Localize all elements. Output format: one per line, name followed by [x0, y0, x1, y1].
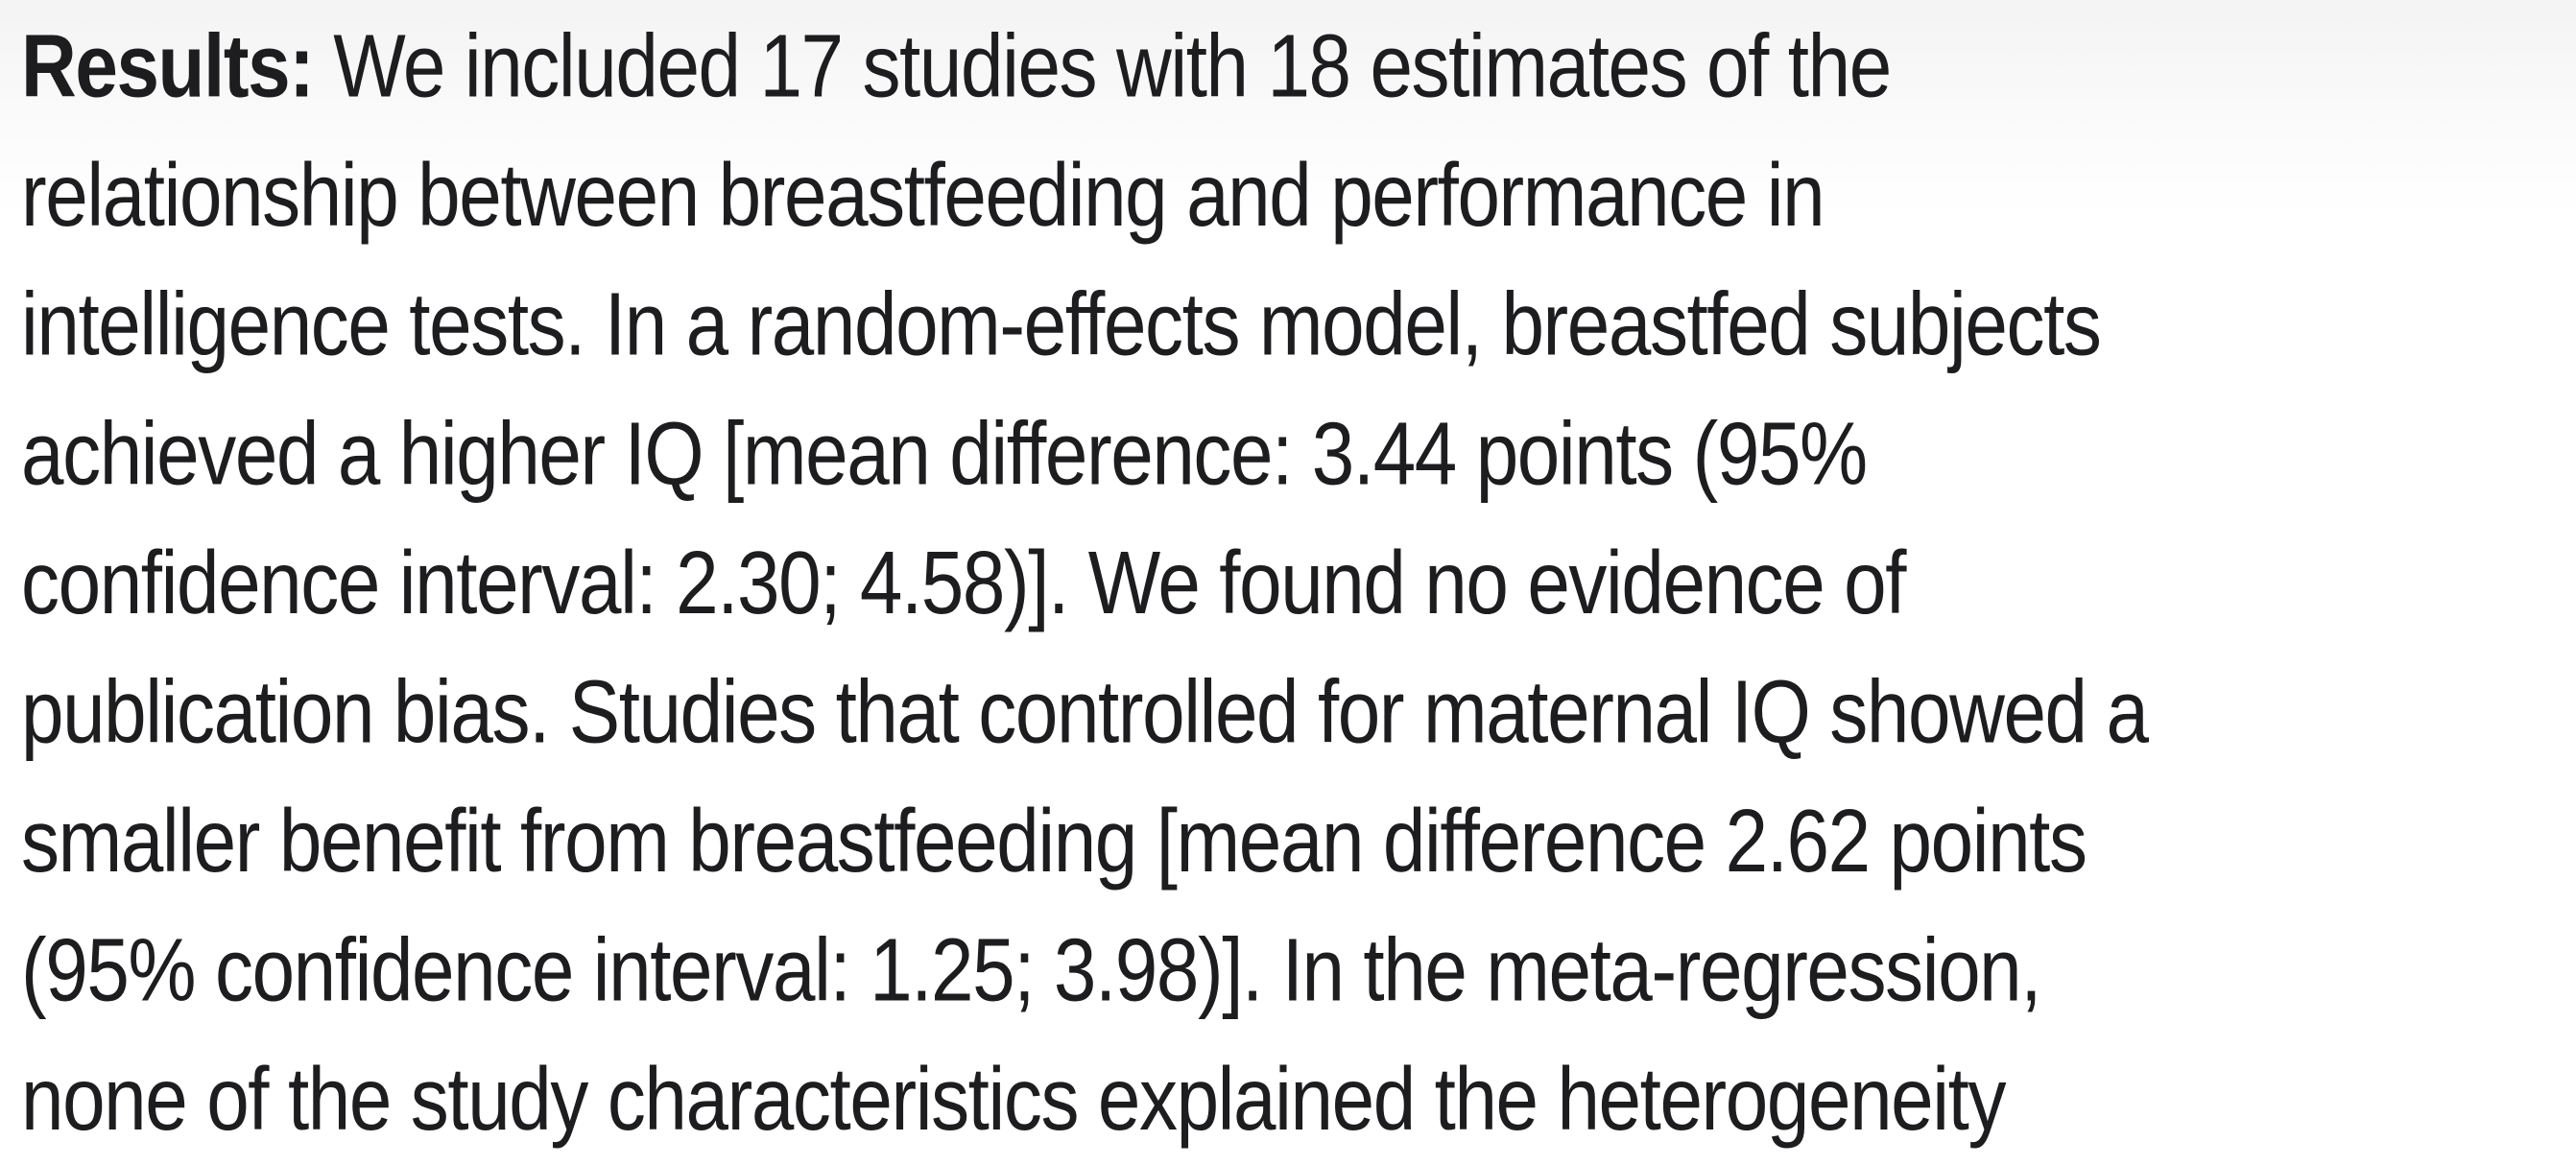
results-abstract-paragraph: Results: We included 17 studies with 18 e… [21, 2, 2149, 1164]
text-line: smaller benefit from breastfeeding [mean… [21, 791, 2087, 891]
text-line: confidence interval: 2.30; 4.58)]. We fo… [21, 533, 1907, 632]
text-line: publication bias. Studies that controlle… [21, 661, 2149, 762]
text-line: intelligence tests. In a random-effects … [21, 274, 2102, 374]
text-line: relationship between breastfeeding and p… [21, 145, 1825, 245]
text-line: achieved a higher IQ [mean difference: 3… [21, 403, 1868, 503]
section-label: Results: [21, 16, 315, 116]
text-line: Results: We included 17 studies with 18 e… [21, 2, 2148, 131]
text-line-content: We included 17 studies with 18 estimates… [333, 16, 1892, 116]
text-line: (95% confidence interval: 1.25; 3.98)]. … [21, 920, 2042, 1020]
text-line: none of the study characteristics explai… [21, 1049, 2006, 1149]
